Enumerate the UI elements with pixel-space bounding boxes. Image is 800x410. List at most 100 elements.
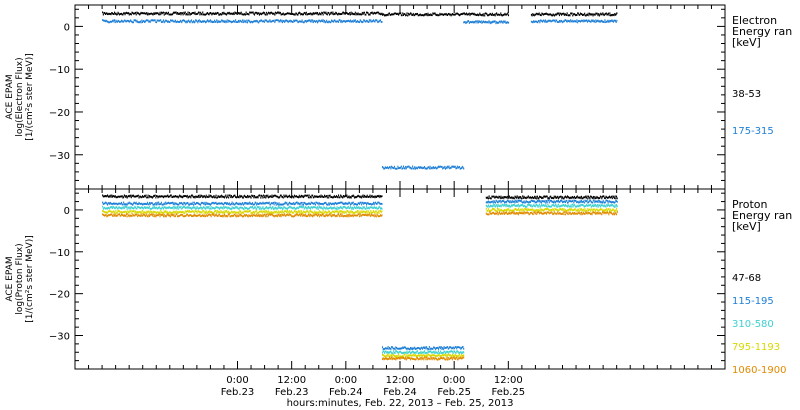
data-point (216, 203, 218, 205)
data-point (376, 195, 378, 198)
data-point (332, 214, 334, 217)
data-point (267, 211, 269, 214)
data-point (571, 196, 573, 199)
data-point (257, 21, 259, 24)
data-point (246, 194, 249, 197)
data-point (234, 11, 236, 14)
data-point (205, 194, 207, 197)
data-point (558, 205, 560, 207)
data-point (567, 14, 569, 17)
data-point (227, 194, 229, 197)
data-point (204, 203, 207, 206)
data-point (380, 207, 382, 209)
data-point (230, 202, 232, 205)
data-point (590, 203, 592, 206)
data-point (612, 204, 614, 207)
data-point (354, 214, 356, 217)
data-point (172, 20, 174, 23)
data-point (124, 210, 126, 213)
data-point (311, 214, 313, 217)
data-point (319, 211, 321, 213)
data-point (580, 197, 582, 200)
data-point (537, 197, 539, 199)
data-point (314, 203, 316, 206)
data-point (545, 21, 547, 24)
data-point (235, 206, 237, 209)
data-point (277, 211, 279, 214)
data-point (181, 211, 183, 214)
data-point (495, 212, 497, 215)
data-point (358, 207, 361, 210)
data-point (494, 213, 496, 216)
data-point (239, 206, 241, 209)
data-point (534, 197, 536, 200)
data-point (245, 202, 247, 205)
data-point (106, 202, 108, 205)
data-point (608, 205, 611, 208)
data-point (153, 203, 155, 206)
data-point (136, 195, 138, 198)
data-point (345, 195, 347, 198)
data-point (144, 195, 146, 198)
data-point (309, 210, 311, 213)
data-point (211, 201, 214, 204)
data-point (114, 207, 116, 210)
data-point (441, 357, 443, 359)
data-point (364, 13, 366, 16)
data-point (427, 350, 429, 352)
data-point (279, 196, 281, 198)
data-point (419, 351, 421, 354)
data-point (369, 203, 371, 205)
data-point (608, 196, 610, 199)
data-point (419, 347, 421, 350)
data-point (258, 215, 260, 218)
data-point (464, 13, 466, 16)
data-point (228, 210, 230, 213)
data-point (361, 207, 363, 210)
data-point (216, 19, 218, 22)
data-point (602, 199, 604, 202)
data-point (475, 20, 477, 23)
data-point (570, 200, 572, 203)
data-point (152, 215, 154, 218)
data-point (393, 355, 395, 357)
data-point (367, 20, 369, 23)
data-point (269, 213, 271, 216)
data-point (416, 350, 418, 353)
data-point (540, 205, 542, 207)
data-point (126, 212, 128, 215)
data-point (320, 213, 322, 216)
data-point (255, 210, 257, 213)
data-point (321, 11, 323, 14)
data-point (517, 196, 519, 199)
data-point (276, 214, 278, 217)
data-point (192, 195, 194, 198)
data-point (519, 200, 521, 202)
data-point (197, 207, 200, 210)
data-point (290, 20, 292, 23)
data-point (529, 208, 531, 211)
data-point (607, 201, 609, 204)
data-point (155, 206, 158, 209)
data-point (291, 12, 293, 15)
data-point (144, 211, 146, 214)
data-point (168, 13, 170, 16)
data-point (423, 354, 426, 357)
data-point (446, 350, 448, 353)
data-point (222, 215, 224, 218)
data-point (223, 21, 225, 23)
data-point (293, 13, 295, 16)
data-point (273, 207, 275, 209)
data-point (571, 200, 573, 203)
data-point (393, 167, 395, 170)
data-point (543, 204, 545, 206)
data-point (408, 165, 410, 168)
data-point (323, 206, 325, 209)
data-point (591, 13, 593, 16)
data-point (193, 206, 195, 209)
data-point (340, 207, 342, 209)
data-point (610, 209, 612, 212)
data-point (252, 194, 254, 197)
data-point (485, 21, 487, 24)
data-point (282, 203, 284, 206)
